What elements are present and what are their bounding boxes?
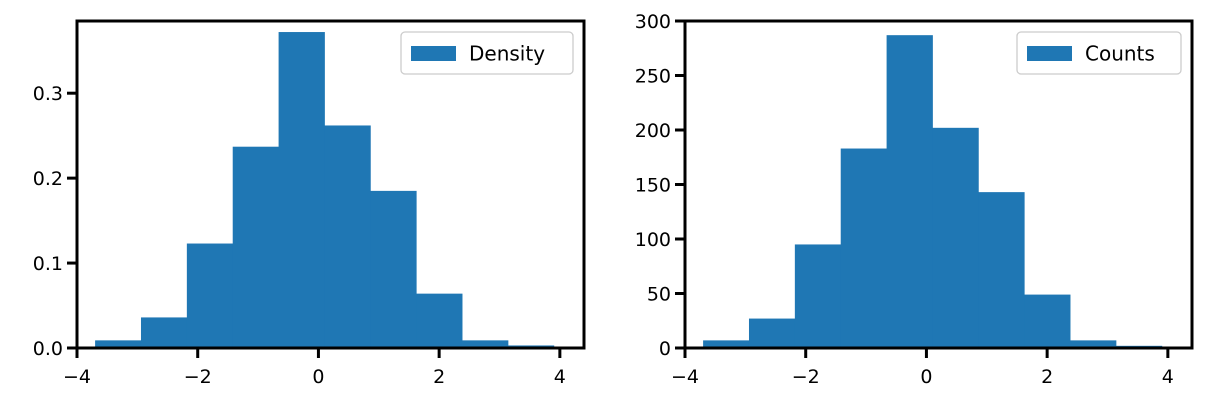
histogram-bar bbox=[1070, 340, 1117, 348]
histogram-bar bbox=[1024, 294, 1071, 348]
y-tick-label: 150 bbox=[635, 175, 671, 197]
x-tick-label: −2 bbox=[792, 366, 820, 388]
histogram-bar bbox=[186, 243, 234, 348]
legend-box bbox=[1016, 31, 1182, 75]
y-tick-label: 0.1 bbox=[33, 253, 63, 275]
x-tick-label: 0 bbox=[920, 366, 932, 388]
histogram-bar bbox=[932, 127, 979, 348]
histogram-bar bbox=[232, 146, 279, 348]
legend: Density bbox=[400, 31, 574, 75]
x-tick-label: −4 bbox=[63, 366, 91, 388]
y-tick-label: 200 bbox=[635, 120, 671, 142]
histogram-bar bbox=[416, 293, 463, 348]
x-tick-label: 0 bbox=[312, 366, 324, 388]
x-tick-label: 4 bbox=[1162, 366, 1174, 388]
histogram-bar bbox=[140, 317, 188, 348]
legend-box bbox=[400, 31, 574, 75]
histogram-bars bbox=[95, 32, 555, 349]
y-tick-label: 0 bbox=[659, 338, 671, 360]
histogram-bar bbox=[703, 340, 750, 348]
y-tick-label: 0.2 bbox=[33, 168, 63, 190]
histogram-bar bbox=[95, 340, 142, 348]
histogram-bar bbox=[748, 318, 796, 348]
x-tick-label: −2 bbox=[184, 366, 212, 388]
legend-swatch bbox=[1027, 46, 1072, 61]
y-tick-label: 0.0 bbox=[33, 338, 63, 360]
legend-swatch bbox=[411, 46, 456, 61]
histogram-bar bbox=[978, 192, 1025, 348]
legend: Counts bbox=[1016, 31, 1182, 75]
histogram-bar bbox=[794, 244, 842, 348]
histogram-bar bbox=[462, 340, 509, 348]
x-tick-label: 2 bbox=[1041, 366, 1053, 388]
y-tick-label: 250 bbox=[635, 66, 671, 88]
y-tick-label: 0.3 bbox=[33, 83, 63, 105]
x-tick-label: 4 bbox=[554, 366, 566, 388]
density-histogram-panel: −4 −2 0 2 4 0.0 0.1 0.2 0.3 Density bbox=[33, 19, 586, 388]
histogram-bar bbox=[886, 35, 933, 349]
y-tick-label: 100 bbox=[635, 229, 671, 251]
histogram-bar bbox=[370, 190, 417, 348]
x-tick-label: 2 bbox=[433, 366, 445, 388]
histogram-bars bbox=[703, 35, 1163, 349]
y-tick-label: 50 bbox=[647, 284, 671, 306]
histogram-bar bbox=[278, 32, 325, 348]
x-tick-label: −4 bbox=[671, 366, 699, 388]
legend-label: Counts bbox=[1085, 42, 1155, 66]
histogram-bar bbox=[840, 148, 887, 348]
y-tick-label: 300 bbox=[635, 11, 671, 33]
counts-histogram-panel: −4 −2 0 2 4 0 50 100 150 200 250 300 Counts bbox=[635, 11, 1194, 388]
axes-frame bbox=[75, 19, 586, 350]
legend-label: Density bbox=[469, 42, 545, 66]
histogram-bar bbox=[324, 125, 371, 349]
